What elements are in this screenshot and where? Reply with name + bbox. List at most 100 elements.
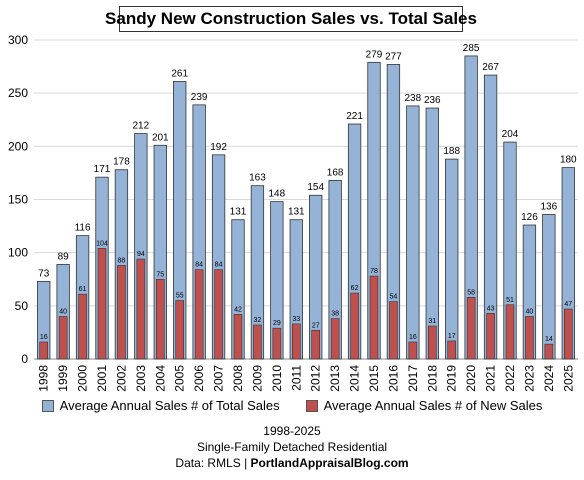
data-label-total-2004: 201 bbox=[152, 132, 169, 143]
bar-new-2001 bbox=[97, 248, 107, 360]
y-tick-label: 300 bbox=[8, 33, 28, 47]
y-tick-label: 200 bbox=[8, 139, 28, 153]
x-tick-label-2016: 2016 bbox=[386, 365, 400, 392]
x-tick-label-2014: 2014 bbox=[348, 365, 362, 392]
data-label-new-2015: 78 bbox=[370, 268, 378, 275]
data-label-total-2022: 204 bbox=[502, 129, 519, 140]
bar-new-2010 bbox=[272, 327, 282, 360]
x-tick-label-2022: 2022 bbox=[503, 365, 517, 392]
data-label-new-1998: 16 bbox=[40, 334, 48, 341]
x-tick-label-2000: 2000 bbox=[76, 365, 90, 392]
data-label-new-2008: 42 bbox=[234, 306, 242, 313]
x-tick-label-2013: 2013 bbox=[328, 365, 342, 392]
bar-new-2007 bbox=[214, 269, 223, 360]
legend-item-new: Average Annual Sales # of New Sales bbox=[305, 398, 542, 413]
data-label-total-2013: 168 bbox=[327, 167, 344, 178]
data-label-total-2010: 148 bbox=[269, 189, 286, 200]
data-label-total-2006: 239 bbox=[191, 92, 208, 103]
data-label-total-2016: 277 bbox=[385, 51, 402, 62]
data-label-total-2003: 212 bbox=[133, 121, 150, 132]
data-label-total-2009: 163 bbox=[249, 173, 266, 184]
x-tick-label-2012: 2012 bbox=[309, 365, 323, 392]
data-label-new-2023: 40 bbox=[526, 308, 534, 315]
data-label-new-2020: 58 bbox=[467, 289, 475, 296]
data-label-total-2002: 178 bbox=[113, 157, 130, 168]
data-label-total-2000: 116 bbox=[75, 223, 91, 234]
legend-swatch-new bbox=[305, 399, 318, 412]
x-tick-label-2015: 2015 bbox=[367, 365, 381, 392]
x-tick-label-2006: 2006 bbox=[192, 365, 206, 392]
bar-new-2020 bbox=[466, 297, 476, 360]
data-label-total-2007: 192 bbox=[210, 142, 227, 153]
x-tick-label-2018: 2018 bbox=[425, 365, 439, 392]
data-label-new-2014: 62 bbox=[351, 285, 359, 292]
bar-new-1998 bbox=[39, 341, 49, 360]
bar-new-2021 bbox=[486, 312, 495, 360]
data-label-new-2010: 29 bbox=[273, 320, 281, 327]
bar-new-2013 bbox=[330, 318, 340, 360]
data-label-new-1999: 40 bbox=[59, 308, 67, 315]
legend-item-total: Average Annual Sales # of Total Sales bbox=[41, 398, 280, 413]
data-label-new-2005: 55 bbox=[176, 293, 184, 300]
data-label-new-2007: 84 bbox=[215, 262, 223, 269]
bar-new-2022 bbox=[505, 304, 515, 360]
bar-new-2000 bbox=[78, 293, 87, 360]
data-label-new-2006: 84 bbox=[195, 262, 203, 269]
x-tick-label-2003: 2003 bbox=[134, 365, 148, 392]
bar-new-2025 bbox=[563, 308, 573, 360]
y-tick-label: 100 bbox=[8, 246, 28, 260]
bar-total-2019 bbox=[445, 158, 459, 360]
data-label-total-1999: 89 bbox=[58, 251, 70, 262]
bar-new-2004 bbox=[155, 278, 165, 360]
data-label-new-2011: 33 bbox=[292, 316, 300, 323]
data-label-total-2015: 279 bbox=[366, 49, 383, 60]
data-label-total-2001: 171 bbox=[94, 164, 111, 175]
data-label-total-2021: 267 bbox=[482, 62, 499, 73]
x-tick-label-2017: 2017 bbox=[406, 365, 420, 392]
data-label-new-2004: 75 bbox=[156, 271, 164, 278]
bar-new-2024 bbox=[544, 343, 554, 360]
bar-new-2009 bbox=[253, 324, 262, 360]
x-tick-label-2019: 2019 bbox=[445, 365, 459, 392]
data-label-new-2009: 32 bbox=[254, 317, 262, 324]
data-label-new-2024: 14 bbox=[545, 336, 553, 343]
data-label-total-2019: 188 bbox=[443, 146, 460, 157]
bar-new-2005 bbox=[175, 300, 185, 360]
data-label-total-2011: 131 bbox=[288, 207, 305, 218]
data-label-total-2023: 126 bbox=[521, 212, 538, 223]
bar-new-1999 bbox=[58, 316, 68, 360]
data-label-new-2017: 16 bbox=[409, 334, 417, 341]
bar-new-2014 bbox=[350, 292, 359, 360]
bar-new-2019 bbox=[447, 340, 457, 360]
data-label-total-2025: 180 bbox=[560, 155, 577, 166]
footer-years: 1998-2025 bbox=[263, 424, 321, 438]
data-label-total-2014: 221 bbox=[346, 111, 363, 122]
data-label-new-2003: 94 bbox=[137, 251, 145, 258]
bar-new-2016 bbox=[389, 301, 398, 360]
data-label-new-2021: 43 bbox=[487, 305, 495, 312]
data-label-new-2000: 61 bbox=[79, 286, 87, 293]
x-tick-label-2002: 2002 bbox=[114, 365, 128, 392]
bar-new-2012 bbox=[311, 329, 321, 360]
x-tick-label-2024: 2024 bbox=[542, 365, 556, 392]
bar-new-2023 bbox=[525, 316, 534, 360]
data-label-total-2008: 131 bbox=[230, 207, 247, 218]
x-tick-label-2023: 2023 bbox=[522, 365, 536, 392]
data-label-new-2012: 27 bbox=[312, 322, 320, 329]
bar-new-2011 bbox=[291, 323, 301, 360]
bar-new-2017 bbox=[408, 341, 418, 360]
x-tick-label-2007: 2007 bbox=[212, 365, 226, 392]
data-label-new-2018: 31 bbox=[428, 318, 436, 325]
bar-new-2015 bbox=[369, 275, 379, 360]
x-tick-label-2025: 2025 bbox=[561, 365, 575, 392]
data-label-total-2012: 154 bbox=[307, 182, 324, 193]
bar-total-2017 bbox=[406, 105, 420, 360]
footer-source-prefix: Data: RMLS | bbox=[175, 456, 251, 470]
bar-new-2003 bbox=[136, 258, 146, 360]
bar-new-2006 bbox=[194, 269, 204, 360]
x-tick-label-2021: 2021 bbox=[484, 365, 498, 392]
x-tick-label-1998: 1998 bbox=[37, 365, 51, 392]
bar-new-2018 bbox=[427, 325, 437, 360]
x-tick-label-2004: 2004 bbox=[153, 365, 167, 392]
